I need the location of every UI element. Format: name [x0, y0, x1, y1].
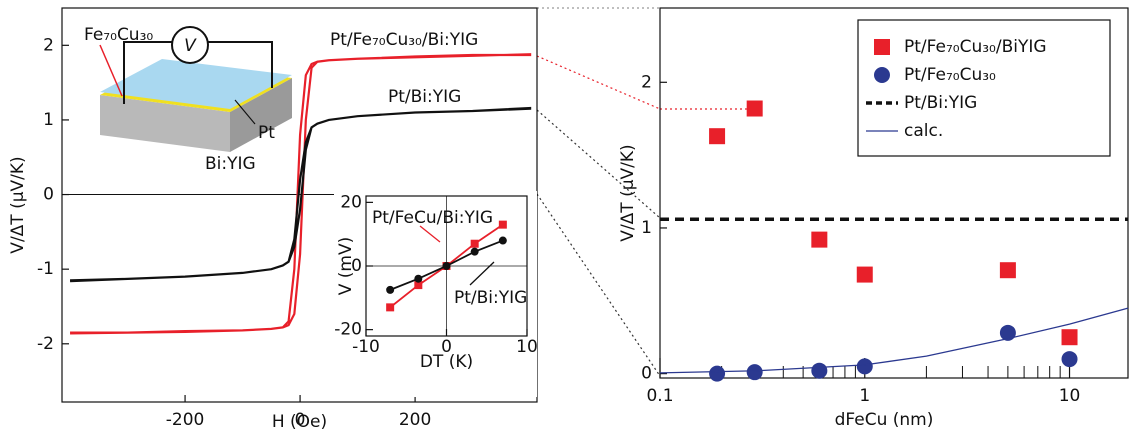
y-tick-label: 0	[351, 256, 362, 276]
marker	[498, 220, 507, 229]
legend-label: Pt/Bi:YIG	[904, 93, 977, 113]
slab-top	[100, 59, 292, 109]
schematic	[99, 26, 292, 152]
marker	[856, 358, 873, 375]
legend-label: calc.	[904, 121, 943, 141]
x-tick-label: 0	[441, 337, 452, 357]
x-axis-label: DT (K)	[420, 352, 473, 372]
series-label: Pt/Fe₇₀Cu₃₀/Bi:YIG	[330, 30, 478, 50]
series-label: Pt/Bi:YIG	[388, 87, 461, 107]
marker	[442, 262, 451, 270]
x-tick-label: 0	[295, 410, 306, 430]
y-tick-label: -20	[334, 320, 362, 340]
plot-frame	[659, 7, 1129, 379]
arrow	[419, 225, 441, 243]
marker	[386, 303, 395, 312]
connector	[536, 193, 661, 377]
marker	[414, 274, 423, 283]
calc-line	[659, 307, 1129, 374]
connector	[536, 109, 661, 219]
marker	[498, 236, 507, 245]
marker	[709, 128, 726, 145]
marker	[746, 364, 763, 381]
y-axis-label: V/ΔT (μV/K)	[8, 156, 28, 253]
marker	[856, 266, 873, 283]
annotation: Bi:YIG	[205, 154, 256, 174]
y-axis-label: V (mV)	[336, 237, 356, 296]
marker	[414, 281, 423, 290]
x-tick-label: -10	[352, 337, 380, 357]
marker	[470, 239, 479, 248]
marker	[811, 231, 828, 248]
y-tick-label: 20	[340, 192, 362, 212]
y-tick-label: 2	[43, 35, 54, 55]
y-axis-label: V/ΔT (μV/K)	[618, 144, 638, 241]
annotation: Fe₇₀Cu₃₀	[84, 25, 153, 45]
legend-swatch	[874, 39, 890, 55]
y-tick-label: -2	[37, 334, 54, 354]
pointer	[99, 44, 123, 97]
series-label: Pt/FeCu/Bi:YIG	[372, 208, 493, 228]
y-tick-label: -1	[37, 259, 54, 279]
marker	[746, 100, 763, 117]
slab-side	[230, 78, 292, 152]
marker	[999, 324, 1016, 341]
plot-frame	[365, 195, 528, 337]
loop-line	[70, 106, 532, 283]
x-tick-label: -200	[166, 410, 205, 430]
marker	[386, 285, 395, 294]
x-axis-label: dFeCu (nm)	[835, 410, 934, 430]
pointer	[234, 99, 256, 125]
x-tick-label: 0.1	[646, 386, 673, 406]
arrow	[469, 261, 495, 286]
connector	[536, 55, 661, 110]
y-tick-label: 0	[43, 185, 54, 205]
x-tick-label: 10	[516, 337, 538, 357]
y-tick-label: 1	[43, 110, 54, 130]
x-tick-label: 1	[859, 386, 870, 406]
y-tick-label: 2	[641, 72, 652, 92]
x-tick-label: 10	[1059, 386, 1081, 406]
marker	[1061, 351, 1078, 368]
loop-line	[70, 53, 532, 335]
marker	[999, 262, 1016, 279]
series-label: Pt/Bi:YIG	[454, 288, 527, 308]
annotation: Pt	[258, 123, 275, 143]
x-axis-label: H (Oe)	[272, 412, 327, 430]
x-tick-label: 200	[399, 410, 431, 430]
voltmeter	[171, 26, 209, 64]
wire	[123, 41, 172, 104]
marker	[811, 362, 828, 379]
slab-front	[100, 95, 230, 152]
legend-label: Pt/Fe₇₀Cu₃₀/BiYIG	[904, 37, 1047, 57]
annotation: V	[184, 36, 197, 56]
y-tick-label: 1	[641, 218, 652, 238]
marker	[709, 365, 726, 382]
y-tick-label: 0	[641, 364, 652, 384]
legend-swatch	[874, 67, 890, 83]
legend-box	[857, 19, 1111, 157]
connectors	[536, 7, 757, 377]
legend-label: Pt/Fe₇₀Cu₃₀	[904, 65, 996, 85]
marker	[470, 247, 479, 256]
wire	[208, 41, 273, 88]
marker	[1061, 329, 1078, 346]
